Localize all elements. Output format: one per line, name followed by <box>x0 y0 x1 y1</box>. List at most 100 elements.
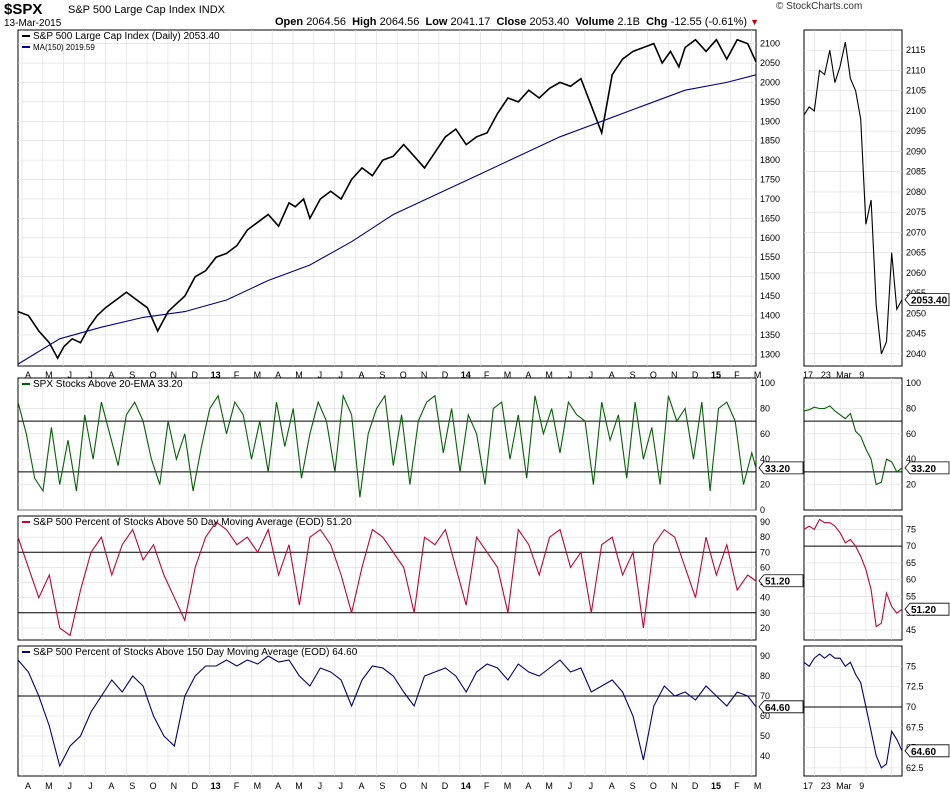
low-label: Low <box>425 16 448 28</box>
stockcharts-logo[interactable]: © StockCharts.com <box>776 1 863 12</box>
y-tick-label: 0 <box>760 505 765 515</box>
open-label: Open <box>275 16 304 28</box>
y-tick-label: 80 <box>760 532 770 542</box>
last-value-label: 51.20 <box>911 605 936 616</box>
y-tick-label: 2045 <box>906 329 926 339</box>
series-line-2 <box>17 74 757 365</box>
bottom-x-tick-label: 15 <box>711 781 721 791</box>
y-tick-label: 1300 <box>760 349 780 359</box>
y-tick-label: 1800 <box>760 155 780 165</box>
y-tick-label: 2100 <box>760 39 780 49</box>
exchange: INDX <box>198 4 225 16</box>
bottom-x-tick-label: F <box>234 781 240 791</box>
bottom-x-tick-label: J <box>318 781 323 791</box>
bottom-x-tick-label: O <box>650 781 657 791</box>
x-tick-label: D <box>692 370 699 380</box>
y-tick-label: 40 <box>760 593 770 603</box>
y-tick-label: 1550 <box>760 252 780 262</box>
pct50-zoom-frame <box>803 515 903 641</box>
y-tick-label: 62.5 <box>906 763 924 773</box>
bottom-x-tick-label: J <box>88 781 93 791</box>
y-tick-label: 90 <box>760 517 770 527</box>
last-value-tag <box>904 461 950 475</box>
pct150-frame <box>17 645 757 777</box>
x-tick-label: S <box>129 370 135 380</box>
x-tick-label: 14 <box>461 370 471 380</box>
x-tick-label: A <box>25 370 31 380</box>
y-tick-label: 1450 <box>760 291 780 301</box>
legend-entry: S&P 500 Percent of Stocks Above 150 Day … <box>33 647 358 658</box>
bottom-x-tick-label: A <box>525 781 531 791</box>
y-tick-label: 20 <box>906 480 916 490</box>
y-tick-label: 1850 <box>760 136 780 146</box>
y-tick-label: 80 <box>760 671 770 681</box>
bottom-x-tick-label: A <box>25 781 31 791</box>
last-value-label: 51.20 <box>765 577 790 588</box>
y-tick-label: 2085 <box>906 167 926 177</box>
bottom-x-tick-label: S <box>379 781 385 791</box>
y-tick-label: 2100 <box>906 106 926 116</box>
open-value: 2064.56 <box>306 16 346 28</box>
y-tick-label: 60 <box>906 575 916 585</box>
x-tick-label: 13 <box>211 370 221 380</box>
last-value-label: 64.60 <box>911 747 936 758</box>
y-tick-label: 2050 <box>906 308 926 318</box>
x-tick-label: A <box>275 370 281 380</box>
x-tick-label: 17 <box>803 370 813 380</box>
bottom-x-tick-label: J <box>568 781 573 791</box>
y-tick-label: 70 <box>906 702 916 712</box>
quote-bar: Open 2064.56 High 2064.56 Low 2041.17 Cl… <box>275 16 759 28</box>
x-tick-label: O <box>150 370 157 380</box>
x-tick-label: M <box>545 370 553 380</box>
last-value-label: 64.60 <box>765 703 790 714</box>
chg-value: -12.55 (-0.61%) <box>670 16 747 28</box>
bottom-x-tick-label: A <box>275 781 281 791</box>
x-tick-label: F <box>484 370 490 380</box>
last-value-tag <box>904 293 950 307</box>
bottom-x-tick-label: J <box>589 781 594 791</box>
y-tick-label: 67.5 <box>906 722 924 732</box>
y-tick-label: 100 <box>906 378 921 388</box>
legend-entry: S&P 500 Large Cap Index (Daily) 2053.40 <box>33 31 220 42</box>
bottom-x-tick-label: A <box>609 781 615 791</box>
price-frame <box>17 29 757 367</box>
y-tick-label: 60 <box>760 711 770 721</box>
y-tick-label: 75 <box>906 524 916 534</box>
y-tick-label: 2105 <box>906 86 926 96</box>
x-tick-label: F <box>234 370 240 380</box>
series-line-1 <box>803 653 903 769</box>
y-tick-label: 2070 <box>906 227 926 237</box>
y-tick-label: 100 <box>760 378 775 388</box>
y-tick-label: 1350 <box>760 330 780 340</box>
last-value-tag <box>758 574 804 588</box>
bottom-x-tick-label: F <box>484 781 490 791</box>
y-tick-label: 1650 <box>760 213 780 223</box>
ema20-zoom-frame <box>803 377 903 511</box>
x-tick-label: M <box>504 370 512 380</box>
x-tick-label: M <box>45 370 53 380</box>
y-tick-label: 90 <box>760 651 770 661</box>
y-tick-label: 1400 <box>760 311 780 321</box>
x-tick-label: M <box>295 370 303 380</box>
high-label: High <box>352 16 377 28</box>
x-tick-label: A <box>525 370 531 380</box>
symbol-full-name: S&P 500 Large Cap Index <box>68 4 196 16</box>
bottom-x-tick-label: S <box>630 781 636 791</box>
x-tick-label: J <box>318 370 323 380</box>
x-tick-label: F <box>734 370 740 380</box>
y-tick-label: 70 <box>906 541 916 551</box>
x-tick-label: 23 <box>821 370 831 380</box>
y-tick-label: 1900 <box>760 116 780 126</box>
y-tick-label: 2090 <box>906 146 926 156</box>
y-tick-label: 2115 <box>906 45 925 55</box>
series-line-1 <box>17 655 757 768</box>
low-value: 2041.17 <box>450 16 491 28</box>
bottom-zoom-x-tick-label: 23 <box>821 781 831 791</box>
y-tick-label: 20 <box>760 623 770 633</box>
pct50-frame <box>17 515 757 641</box>
volume-label: Volume <box>575 16 615 28</box>
y-tick-label: 75 <box>906 661 916 671</box>
x-tick-label: O <box>650 370 657 380</box>
chart-header: $SPX S&P 500 Large Cap Index INDX 13-Mar… <box>0 0 950 32</box>
bottom-x-tick-label: A <box>108 781 114 791</box>
